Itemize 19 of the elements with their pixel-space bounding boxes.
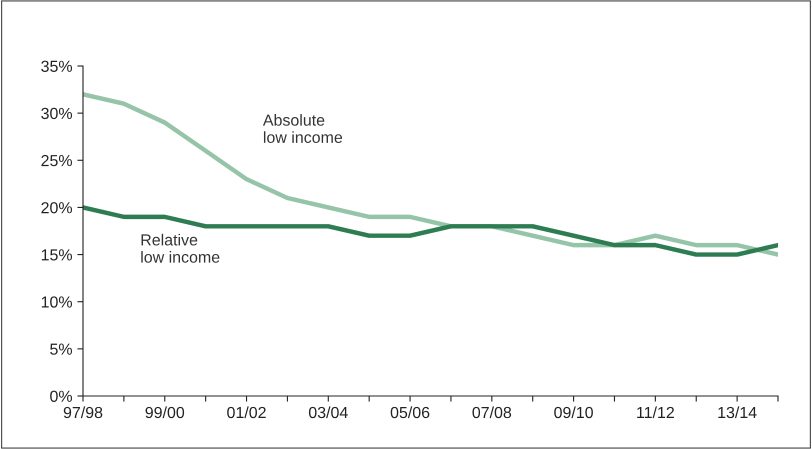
series-label: Relative low income: [141, 234, 220, 263]
y-tick-label: 25%: [41, 154, 72, 166]
x-tick-label: 11/12: [637, 406, 674, 418]
y-tick-label: 5%: [50, 344, 72, 355]
x-tick-label: 09/10: [554, 406, 593, 418]
x-tick-label: 13/14: [718, 406, 757, 418]
x-tick-label: 01/02: [227, 406, 266, 418]
x-tick-label: 99/00: [146, 406, 184, 418]
y-tick-label: 20%: [41, 202, 72, 214]
y-tick-label: 15%: [42, 249, 72, 261]
x-tick-label: 07/08: [472, 406, 512, 418]
y-tick-label: 30%: [41, 108, 72, 120]
y-tick-label: 0%: [50, 390, 72, 402]
x-tick-label: 97/98: [64, 406, 102, 418]
x-tick-label: 03/04: [308, 406, 348, 418]
x-tick-label: 05/06: [390, 406, 430, 418]
y-tick-label: 35%: [41, 60, 72, 72]
text: Absolute low income: [262, 114, 342, 143]
y-tick-label: 10%: [42, 296, 72, 308]
